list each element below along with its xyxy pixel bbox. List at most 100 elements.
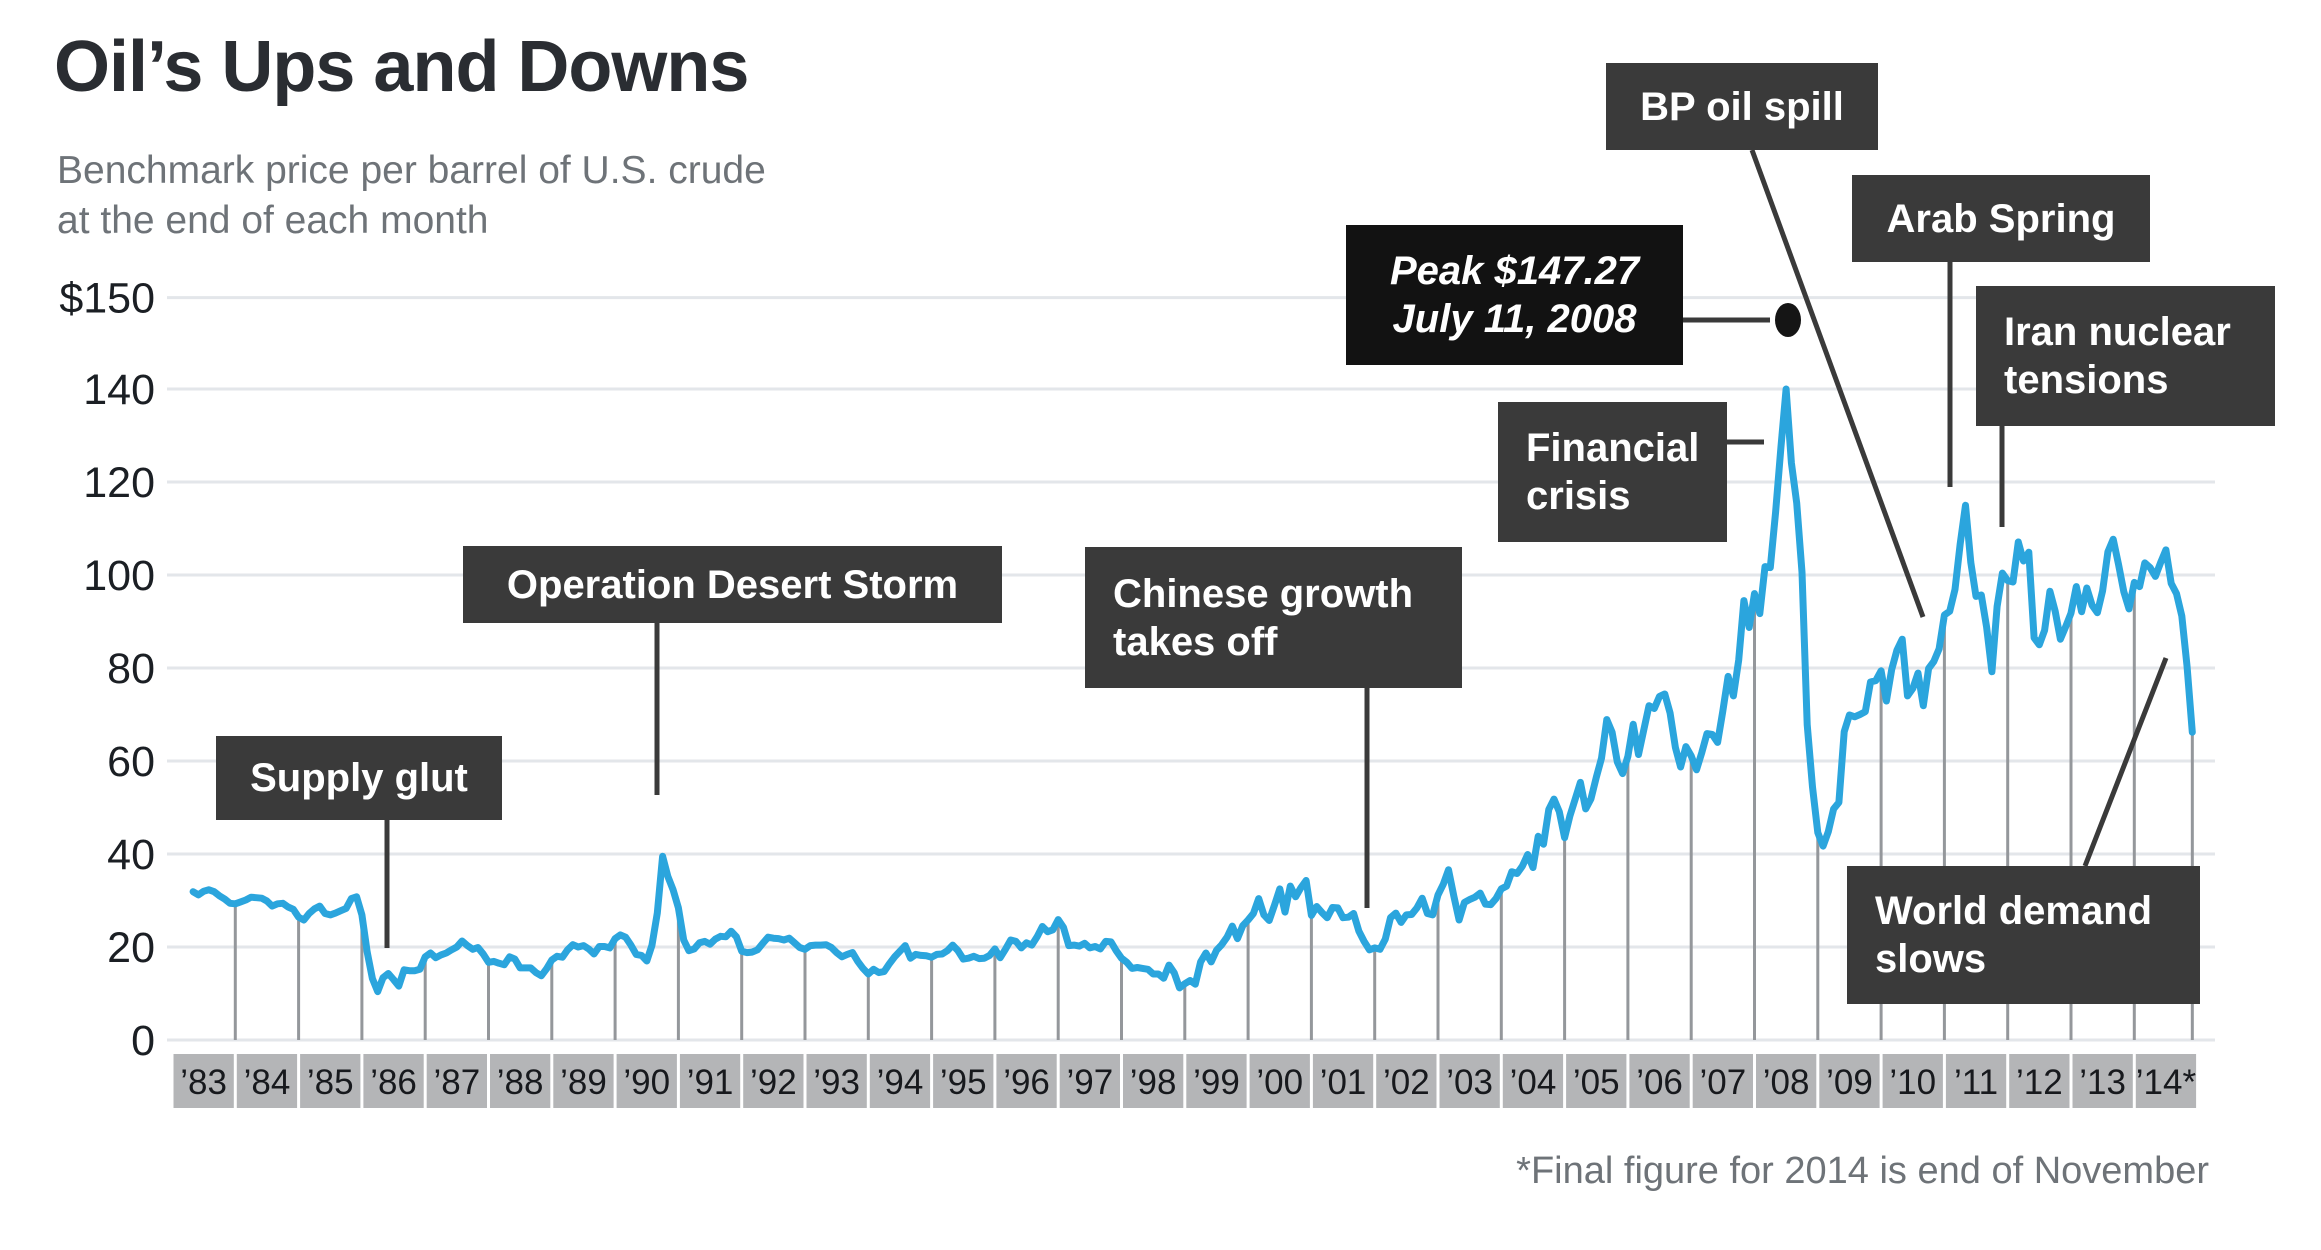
year-box <box>553 1054 614 1108</box>
year-box <box>173 1054 234 1108</box>
x-axis-year-label: ’00 <box>1256 1063 1303 1102</box>
x-axis-year-label: ’93 <box>813 1063 860 1102</box>
callout-financial-crisis-text: Financial <box>1526 426 1700 470</box>
x-axis-year-label: ’98 <box>1130 1063 1177 1102</box>
year-box <box>1123 1054 1184 1108</box>
x-axis-year-label: ’83 <box>180 1063 227 1102</box>
year-box <box>426 1054 487 1108</box>
x-axis-year-label: ’13 <box>2079 1063 2126 1102</box>
x-axis-year-label: ’06 <box>1636 1063 1683 1102</box>
year-box <box>869 1054 931 1108</box>
year-box <box>1376 1054 1437 1108</box>
x-axis-year-label: ’91 <box>687 1063 734 1102</box>
callout-peak-text: July 11, 2008 <box>1392 297 1637 341</box>
x-axis-year-label: ’99 <box>1193 1063 1240 1102</box>
callout-chinese-growth-text: Chinese growth <box>1113 571 1414 616</box>
callout-arab-spring-text: Arab Spring <box>1886 196 2116 241</box>
footnote: *Final figure for 2014 is end of Novembe… <box>1516 1150 2209 1192</box>
x-axis-year-label: ’04 <box>1510 1063 1557 1102</box>
callout-financial-crisis: Financial crisis <box>1498 402 1727 542</box>
x-axis-year-label: ’02 <box>1383 1063 1430 1102</box>
callout-iran-nuclear-text: Iran nuclear <box>2004 310 2231 354</box>
callout-peak: Peak $147.27 July 11, 2008 <box>1346 225 1683 365</box>
year-box <box>1502 1054 1564 1108</box>
year-box <box>1312 1054 1374 1108</box>
page-subtitle: Benchmark price per barrel of U.S. crude… <box>57 146 766 246</box>
x-axis-year-label: ’01 <box>1320 1063 1367 1102</box>
year-box <box>1692 1054 1753 1108</box>
year-box <box>743 1054 804 1108</box>
year-box <box>363 1054 424 1108</box>
x-axis-year-label: ’96 <box>1003 1063 1050 1102</box>
callout-arab-spring: Arab Spring <box>1852 175 2150 262</box>
price-line <box>189 385 2196 996</box>
x-axis-year-label: ’87 <box>433 1063 480 1102</box>
callout-supply-glut: Supply glut <box>216 736 502 820</box>
y-axis-label: 40 <box>107 831 155 879</box>
callout-desert-storm-text: Operation Desert Storm <box>506 562 959 607</box>
x-axis-year-label: ’88 <box>497 1063 544 1102</box>
x-axis-year-label: ’03 <box>1446 1063 1493 1102</box>
y-axis-label: 140 <box>83 366 155 414</box>
x-axis-year-label: ’84 <box>244 1063 291 1102</box>
callout-desert-storm: Operation Desert Storm <box>463 546 1002 623</box>
y-axis-label: 100 <box>83 552 155 600</box>
callout-supply-glut-text: Supply glut <box>250 756 468 800</box>
callout-financial-crisis-text: crisis <box>1526 474 1631 518</box>
y-axis-label: 60 <box>107 738 155 786</box>
x-axis-year-label: ’08 <box>1763 1063 1810 1102</box>
year-box <box>616 1054 677 1108</box>
callout-connector-bp-oil-spill <box>1749 149 1926 618</box>
year-box <box>1819 1054 1880 1108</box>
year-box <box>2009 1054 2070 1108</box>
year-box <box>1882 1054 1943 1108</box>
x-axis-year-label: ’14* <box>2136 1063 2197 1102</box>
year-box <box>490 1054 551 1108</box>
x-axis-year-label: ’07 <box>1699 1063 1746 1102</box>
x-axis-year-label: ’95 <box>940 1063 987 1102</box>
y-axis-label: 120 <box>83 459 155 507</box>
page-title: Oil’s Ups and Downs <box>54 27 749 107</box>
x-axis-year-label: ’92 <box>750 1063 797 1102</box>
callout-connector-world-demand <box>2082 657 2169 867</box>
x-axis-year-label: ’11 <box>1954 1063 1998 1102</box>
callout-iran-nuclear-text: tensions <box>2004 358 2169 402</box>
year-box <box>996 1054 1057 1108</box>
x-axis-year-label: ’12 <box>2016 1063 2063 1102</box>
callout-world-demand-text: slows <box>1875 937 1987 981</box>
y-axis-label: 20 <box>107 924 155 972</box>
y-axis-label: 80 <box>107 645 155 693</box>
year-box <box>1756 1054 1817 1108</box>
y-axis-label: $150 <box>59 275 155 323</box>
callout-world-demand: World demand slows <box>1847 866 2200 1004</box>
x-axis-year-label: ’90 <box>623 1063 670 1102</box>
page-subtitle-line1: Benchmark price per barrel of U.S. crude <box>57 149 766 192</box>
x-axis-year-label: ’85 <box>307 1063 354 1102</box>
page-subtitle-line2: at the end of each month <box>57 199 489 242</box>
x-axis-year-label: ’09 <box>1826 1063 1873 1102</box>
y-axis-label: 0 <box>131 1017 155 1065</box>
x-axis-year-label: ’94 <box>877 1063 924 1102</box>
callout-iran-nuclear: Iran nuclear tensions <box>1976 286 2275 426</box>
callout-bp-oil-spill: BP oil spill <box>1606 63 1878 150</box>
callout-peak-text: Peak $147.27 <box>1389 249 1640 293</box>
year-box <box>2072 1054 2133 1108</box>
x-axis-year-label: ’05 <box>1573 1063 1620 1102</box>
peak-price-dot <box>1775 303 1801 337</box>
year-box <box>1629 1054 1690 1108</box>
x-axis-year-label: ’10 <box>1889 1063 1936 1102</box>
callout-world-demand-text: World demand <box>1875 889 2153 933</box>
year-box <box>2135 1054 2197 1108</box>
x-axis-year-label: ’89 <box>560 1063 607 1102</box>
year-box <box>300 1054 361 1108</box>
year-box <box>806 1054 867 1108</box>
year-box <box>933 1054 994 1108</box>
year-box <box>679 1054 741 1108</box>
callout-chinese-growth-text: takes off <box>1113 619 1278 664</box>
year-box <box>1186 1054 1247 1108</box>
year-box <box>1059 1054 1120 1108</box>
year-box <box>236 1054 298 1108</box>
year-box <box>1249 1054 1310 1108</box>
year-box <box>1566 1054 1627 1108</box>
